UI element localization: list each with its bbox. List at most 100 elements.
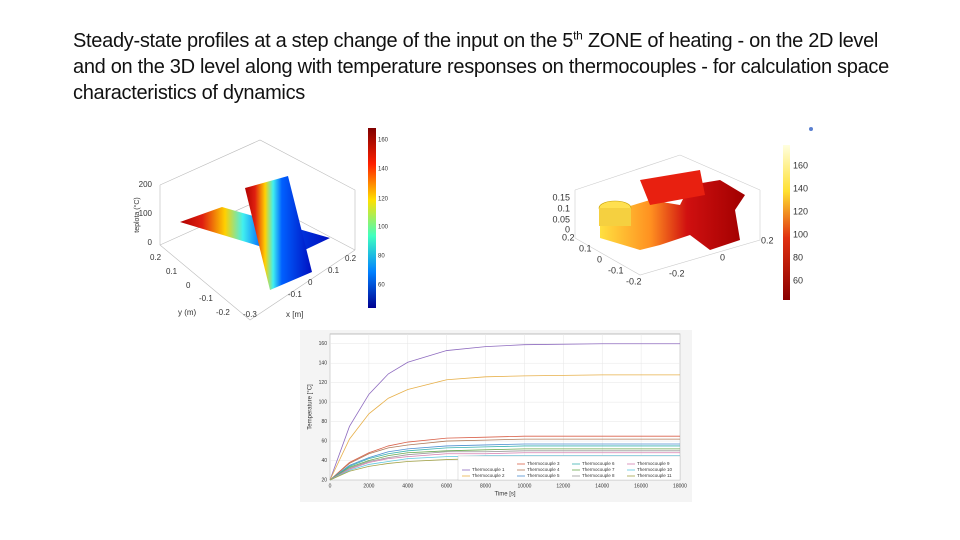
axis-box [679, 154, 761, 191]
series-line [329, 343, 680, 481]
chart-x-label: Time [s] [494, 492, 515, 498]
x-tick-label: 18000 [673, 483, 687, 489]
colorbar-tick: 100 [378, 225, 389, 231]
z-tick: 0 [148, 238, 153, 247]
y-tick: -0.2 [626, 276, 642, 286]
axis-box [574, 154, 681, 191]
colorbar [783, 145, 790, 300]
y-tick-label: 160 [319, 341, 328, 347]
x-tick-label: 2000 [363, 483, 374, 489]
x-tick-label: 0 [329, 483, 332, 489]
colorbar-tick: 140 [793, 183, 808, 193]
colorbar-tick: 80 [378, 254, 385, 260]
y-tick-label: 60 [321, 438, 327, 444]
colorbar-tick: 140 [378, 167, 389, 173]
y-tick-label: 140 [319, 361, 328, 367]
model-3d-axes [574, 154, 761, 276]
y-tick: 0.2 [150, 253, 162, 262]
colorbar-tick: 160 [378, 138, 389, 144]
series-line [329, 438, 680, 481]
legend-label: Thermocouple 7 [582, 467, 615, 472]
z-axis-label: teplota (°C) [133, 197, 141, 232]
slide-title: Steady-state profiles at a step change o… [73, 28, 893, 106]
y-axis-label: y (m) [178, 308, 197, 317]
x-tick-label: 12000 [556, 483, 570, 489]
x-tick-label: 14000 [595, 483, 609, 489]
legend-box [457, 455, 681, 481]
legend-label: Thermocouple 8 [582, 473, 615, 478]
title-text: ZONE of heating - on the 2D level and on… [73, 30, 889, 104]
legend-label: Thermocouple 11 [637, 473, 672, 478]
series-line [329, 443, 680, 481]
y-tick-label: 40 [321, 458, 327, 464]
z-tick: 0.05 [552, 214, 570, 224]
legend-label: Thermocouple 6 [582, 461, 615, 466]
legend-label: Thermocouple 4 [527, 467, 560, 472]
y-tick: 0.2 [562, 232, 575, 242]
z-tick: 0.15 [552, 192, 570, 202]
title-text: Steady-state profiles at a step change o… [73, 30, 574, 52]
surface-arm [245, 176, 312, 290]
series-line [329, 455, 680, 481]
legend-label: Thermocouple 9 [637, 461, 670, 466]
model-top [640, 170, 705, 205]
x-tick-label: 16000 [634, 483, 648, 489]
x-tick-label: 8000 [480, 483, 491, 489]
axis-box [574, 190, 761, 276]
x-tick: -0.2 [669, 268, 685, 278]
x-axis-label: x [m] [286, 310, 303, 319]
y-tick: 0.1 [579, 243, 592, 253]
x-tick: -0.1 [288, 290, 302, 299]
z-tick: 0.1 [557, 203, 570, 213]
z-tick: 100 [139, 209, 153, 218]
colorbar-tick: 60 [793, 275, 803, 285]
axis-box [159, 185, 356, 321]
y-tick: 0 [186, 281, 191, 290]
marker [809, 127, 813, 131]
y-tick-label: 20 [321, 477, 327, 483]
x-tick-label: 4000 [402, 483, 413, 489]
legend-label: Thermocouple 1 [472, 467, 505, 472]
colorbar [368, 128, 376, 308]
colorbar-tick: 100 [793, 229, 808, 239]
x-tick: 0 [308, 278, 313, 287]
x-tick: 0.2 [761, 235, 774, 245]
y-tick: 0 [597, 254, 602, 264]
colorbar-tick: 60 [378, 283, 385, 289]
legend-label: Thermocouple 3 [527, 461, 560, 466]
y-tick-label: 80 [321, 419, 327, 425]
x-tick: 0.2 [345, 254, 357, 263]
legend-label: Thermocouple 2 [472, 473, 505, 478]
colorbar-tick: 80 [793, 252, 803, 262]
y-tick-label: 100 [319, 399, 328, 405]
series-line [329, 452, 680, 481]
y-tick: -0.1 [608, 265, 624, 275]
legend-label: Thermocouple 10 [637, 467, 673, 472]
title-superscript: th [573, 28, 583, 43]
x-tick: 0.1 [328, 266, 340, 275]
z-tick: 0 [565, 224, 570, 234]
y-tick: -0.1 [199, 294, 213, 303]
series-line [329, 450, 680, 481]
series-line [329, 374, 680, 481]
z-tick: 200 [139, 180, 153, 189]
chart-y-label: Temperature [°C] [308, 384, 314, 430]
model-body [600, 180, 745, 250]
colorbar-tick: 120 [378, 197, 389, 203]
colorbar-tick: 120 [793, 206, 808, 216]
colorbar-tick: 160 [793, 160, 808, 170]
y-tick: 0.1 [166, 267, 178, 276]
x-tick-label: 10000 [517, 483, 531, 489]
legend-label: Thermocouple 5 [527, 473, 560, 478]
axis-box [159, 139, 356, 250]
x-tick-label: 6000 [441, 483, 452, 489]
y-tick: -0.2 [216, 308, 230, 317]
series-line [329, 448, 680, 481]
series-line [329, 445, 680, 481]
x-tick: 0 [720, 252, 725, 262]
model-cylinder [599, 208, 631, 226]
x-tick: -0.3 [243, 310, 257, 319]
series-line [329, 435, 680, 481]
